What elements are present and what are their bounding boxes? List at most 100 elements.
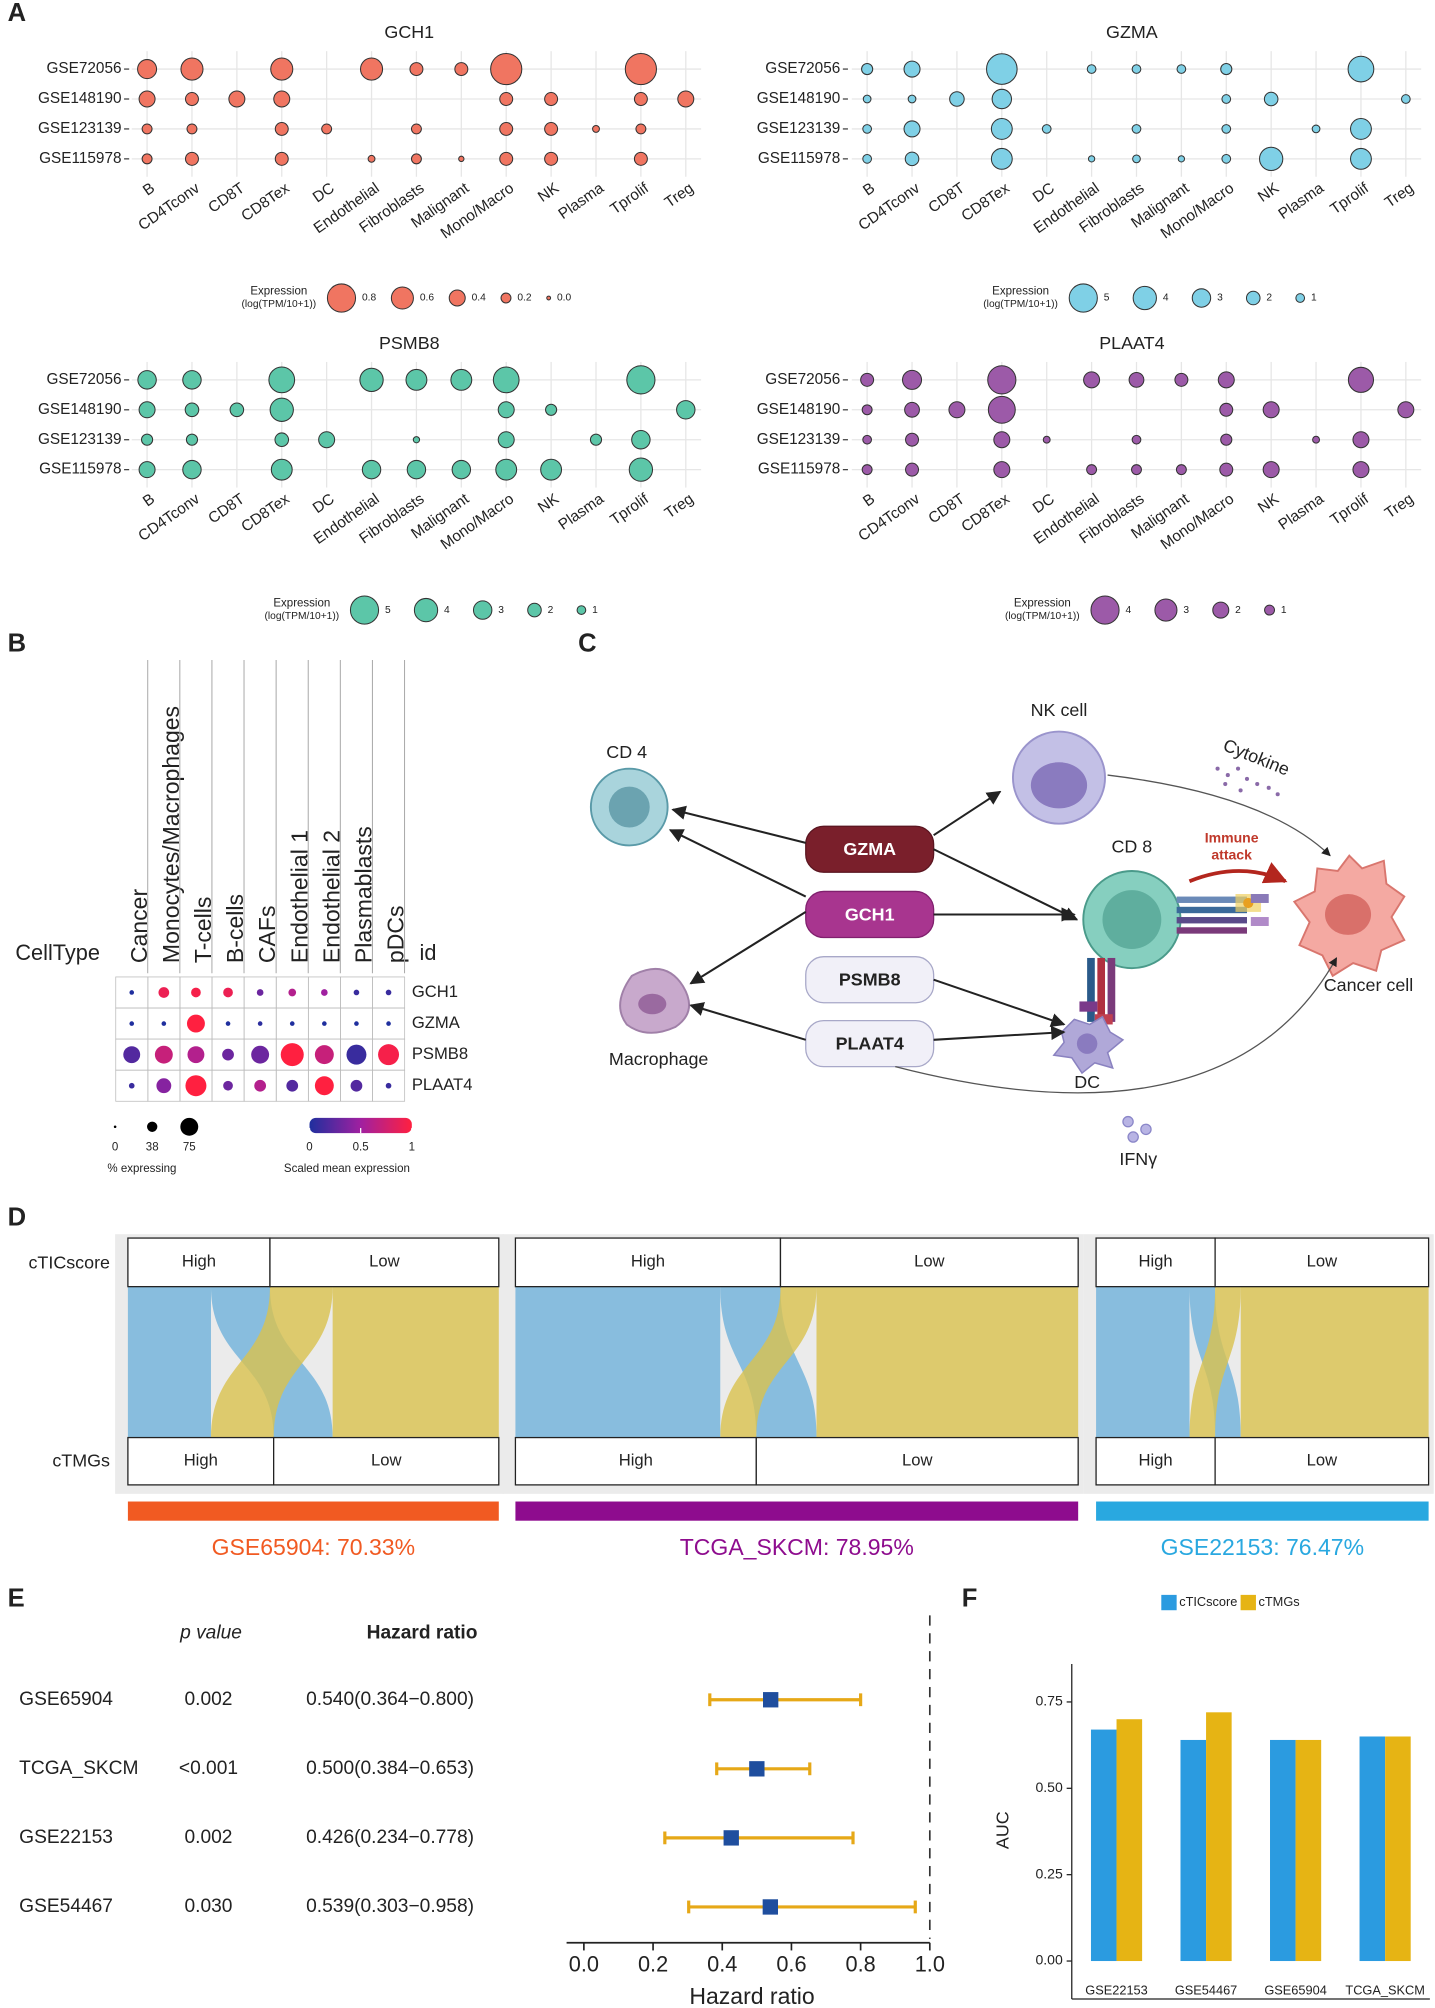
dot: [990, 117, 1013, 140]
cytokine-dots: [1215, 766, 1280, 797]
dot: [991, 88, 1013, 110]
legend-label: 0.0: [557, 293, 572, 304]
legend-swatch: [1240, 1594, 1256, 1611]
x-tick-label: Plasma: [555, 179, 607, 223]
panel-label: B: [8, 629, 26, 657]
y-tick-label: GSE148190: [38, 90, 122, 107]
x-tick-label: B: [140, 490, 158, 510]
legend-label: 1: [592, 605, 598, 616]
stratum-label: High: [184, 1451, 218, 1470]
flow: [1240, 1286, 1429, 1438]
row-label: PLAAT4: [412, 1075, 473, 1094]
dot: [184, 92, 199, 106]
dot: [286, 1079, 299, 1092]
arrows: [668, 790, 1079, 1041]
macrophage-nucleus: [638, 993, 667, 1015]
flow: [1096, 1286, 1190, 1438]
legend-dot: [349, 595, 380, 625]
dot: [861, 63, 874, 76]
dot: [138, 90, 156, 108]
legend-label: 2: [1235, 605, 1241, 616]
dot: [158, 987, 170, 998]
x-tick-label: DC: [310, 180, 338, 207]
dot: [314, 1076, 334, 1096]
x-tick-label: 0.4: [707, 1952, 737, 1977]
legend-dot: [413, 597, 439, 623]
dot: [499, 121, 514, 136]
dot: [385, 1082, 392, 1089]
legend-dot: [1068, 283, 1098, 313]
y-tick-label: 0.75: [1035, 1693, 1063, 1709]
x-tick-label: CD8Tex: [238, 490, 293, 535]
cancer-nucleus: [1325, 894, 1372, 935]
dot: [492, 366, 520, 394]
x-tick-label: 1.0: [915, 1952, 945, 1977]
dot: [949, 91, 965, 107]
stratum: [779, 1237, 1079, 1288]
dot: [1174, 372, 1189, 387]
point: [763, 1692, 779, 1708]
dot: [254, 1079, 267, 1092]
dataset-bar: [515, 1501, 1079, 1521]
dot: [269, 397, 294, 422]
cd4-label: CD 4: [606, 742, 647, 762]
legend-dot: [546, 295, 552, 301]
dot: [161, 1021, 167, 1026]
bar: [1385, 1736, 1411, 1962]
row-label: cTMGs: [52, 1451, 110, 1471]
dot: [454, 62, 469, 77]
header: Hazard ratio: [367, 1622, 478, 1643]
dot: [544, 92, 559, 106]
stratum-label: Low: [369, 1252, 400, 1271]
dot: [186, 1014, 205, 1033]
dot: [592, 124, 600, 133]
y-tick-label: GSE123139: [757, 431, 841, 448]
dot: [862, 94, 872, 104]
dot: [948, 401, 966, 419]
immune-attack-label: Immune: [1205, 830, 1259, 846]
dot: [222, 1048, 234, 1061]
panel-label: C: [578, 629, 596, 657]
legend-label: 3: [1183, 605, 1189, 616]
x-tick-label: 0.2: [638, 1952, 668, 1977]
bar: [1295, 1739, 1322, 1962]
dot: [410, 123, 422, 135]
dot: [986, 53, 1018, 85]
dot: [156, 1078, 172, 1094]
pathway-diagram: CD 4 NK cell Cytokine CD 8 Immune attack…: [589, 700, 1413, 1169]
dc-label: DC: [1074, 1072, 1100, 1092]
dot: [626, 365, 656, 395]
dot: [180, 57, 204, 81]
legend-dot: [113, 1125, 117, 1129]
dot: [1175, 464, 1187, 476]
cd8-nucleus: [1102, 890, 1162, 950]
legend-dot: [1191, 288, 1212, 308]
y-tick-label: 0.50: [1035, 1779, 1063, 1795]
legend-subtitle: (log(TPM/10+1)): [241, 299, 316, 310]
panel-label: E: [8, 1585, 25, 1613]
legend-dot: [1245, 290, 1261, 306]
row-name: TCGA_SKCM: [19, 1758, 138, 1779]
legend-label: 2: [1266, 293, 1272, 304]
dot: [1350, 117, 1372, 140]
y-tick-label: GSE115978: [39, 461, 121, 478]
legend-title: Expression: [250, 286, 307, 298]
dot: [1220, 63, 1233, 76]
dot: [1350, 147, 1372, 170]
p-value: 0.002: [184, 1827, 232, 1848]
dot: [1220, 433, 1233, 446]
x-tick-label: Plasma: [1275, 490, 1327, 534]
legend-label: 75: [183, 1141, 196, 1153]
dot: [367, 154, 376, 163]
x-tick-label: CD8Tex: [958, 179, 1013, 224]
dot: [544, 121, 559, 136]
dot: [185, 1075, 207, 1097]
dot: [386, 1021, 391, 1026]
dot: [129, 990, 135, 995]
dot: [270, 458, 293, 481]
dot: [353, 989, 360, 996]
legend-dot: [448, 289, 466, 307]
dot: [499, 151, 514, 166]
y-tick-label: GSE148190: [757, 401, 841, 418]
legend-label: 3: [1217, 293, 1223, 304]
